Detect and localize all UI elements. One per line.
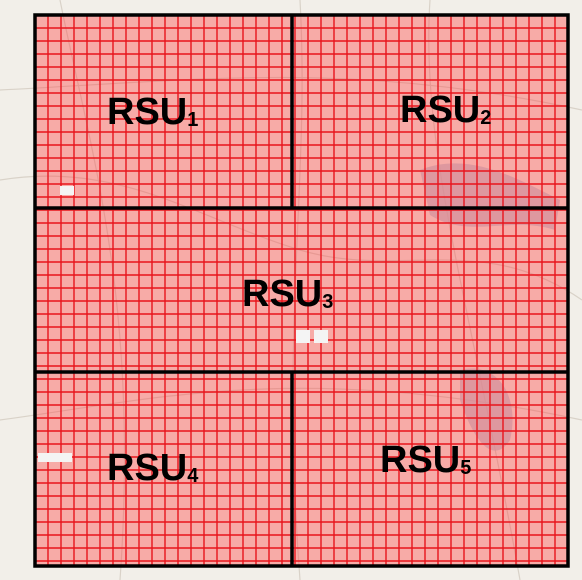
rsu-label: RSU2 xyxy=(400,89,491,131)
page: RSU1 RSU2 RSU3 RSU4 RSU5 (() => { const … xyxy=(0,0,582,580)
map-view: RSU1 RSU2 RSU3 RSU4 RSU5 xyxy=(0,0,582,580)
rsu-label: RSU1 xyxy=(107,91,198,133)
rsu-label: RSU5 xyxy=(380,439,471,481)
rsu-label: RSU4 xyxy=(107,447,199,489)
rsu-label: RSU3 xyxy=(242,273,333,315)
